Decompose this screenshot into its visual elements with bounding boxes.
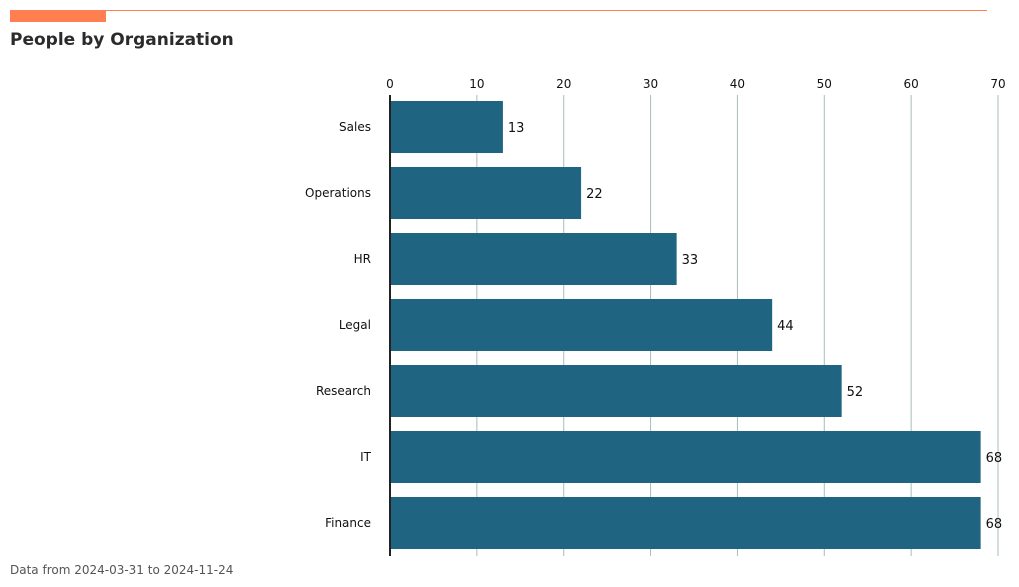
footnote: Data from 2024-03-31 to 2024-11-24 [10, 563, 234, 577]
x-tick-label: 50 [817, 77, 832, 91]
bar-research [390, 365, 842, 417]
x-tick-label: 20 [556, 77, 571, 91]
category-label: IT [360, 450, 372, 464]
value-label: 68 [986, 451, 1003, 466]
value-label: 33 [682, 253, 699, 268]
category-label: Finance [325, 516, 371, 530]
value-label: 44 [777, 319, 794, 334]
category-label: Operations [305, 186, 371, 200]
accent-rule [106, 10, 987, 11]
bar-legal [390, 299, 773, 351]
accent-bar [10, 10, 106, 22]
category-labels: Sales Operations HR Legal Research IT Finance [305, 120, 372, 530]
category-label: Research [316, 384, 371, 398]
category-label: Sales [339, 120, 371, 134]
value-labels: 13 22 33 44 52 68 68 [508, 121, 1002, 532]
value-label: 13 [508, 121, 525, 136]
bar-operations [390, 167, 582, 219]
x-tick-label: 10 [469, 77, 484, 91]
x-tick-label: 30 [643, 77, 658, 91]
x-tick-label: 60 [904, 77, 919, 91]
x-tick-label: 0 [386, 77, 394, 91]
bar-finance [390, 497, 981, 549]
bars [390, 101, 981, 549]
category-label: Legal [339, 318, 371, 332]
value-label: 52 [847, 385, 864, 400]
x-tick-labels: 0 10 20 30 40 50 60 70 [386, 77, 1005, 91]
value-label: 22 [586, 187, 603, 202]
bar-hr [390, 233, 677, 285]
bar-chart: 0 10 20 30 40 50 60 70 Sales Operations HR Legal Re… [305, 77, 1006, 556]
x-tick-label: 40 [730, 77, 745, 91]
value-label: 68 [986, 517, 1003, 532]
bar-sales [390, 101, 503, 153]
page-title: People by Organization [10, 30, 234, 50]
category-label: HR [354, 252, 371, 266]
x-tick-label: 70 [990, 77, 1005, 91]
bar-it [390, 431, 981, 483]
